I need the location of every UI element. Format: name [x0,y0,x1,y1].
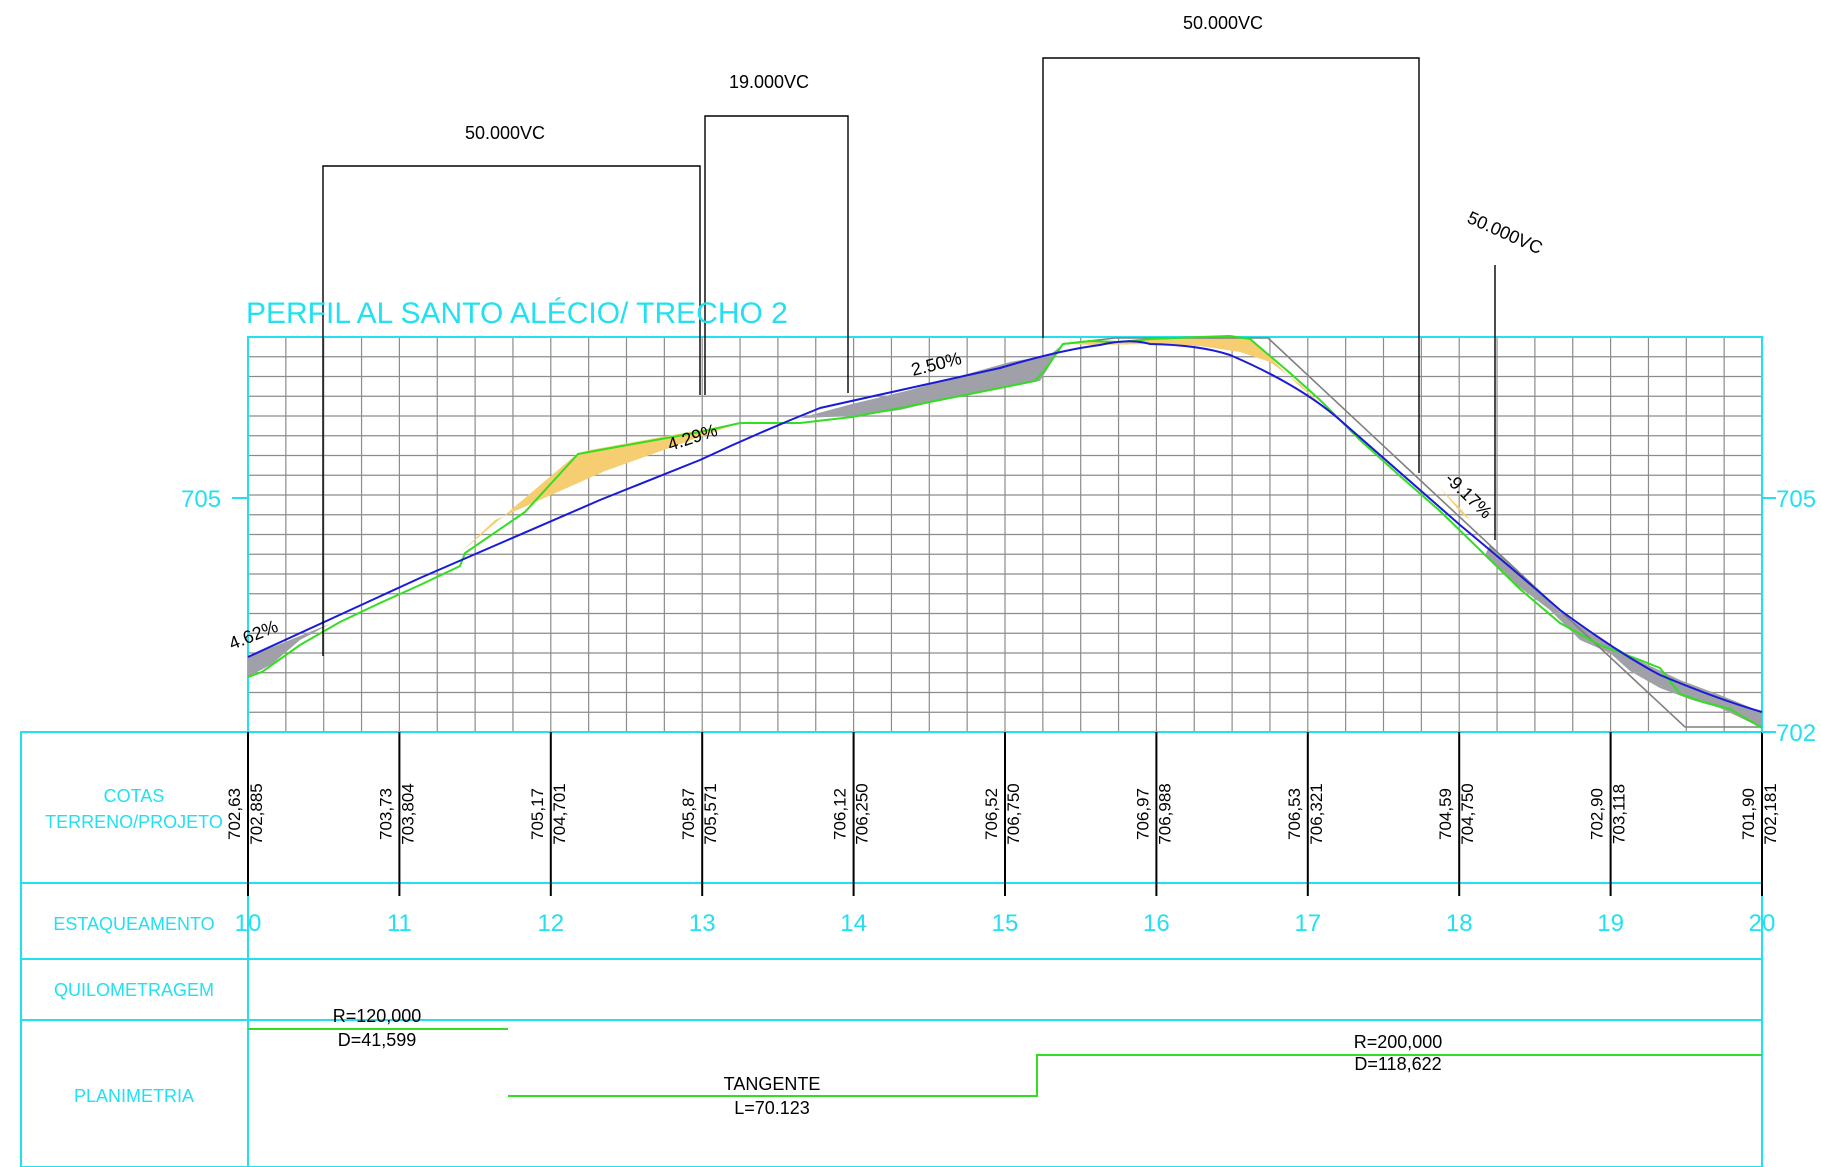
vertical-curve-bracket-1 [322,165,701,656]
terrain-elevation: 702,63 [225,788,244,840]
station-number: 17 [1294,910,1321,937]
row-label-cotas-line1: COTAS [104,786,165,806]
terrain-elevation: 705,87 [679,788,698,840]
project-elevation: 703,118 [1610,784,1629,844]
project-grade-line [247,340,1763,713]
elevation-label-right-top: 705 [1776,486,1816,513]
planimetria-tangent [508,1054,1762,1097]
cut-area-shading-2 [1063,337,1325,408]
vertical-curve-label-1: 50.000VC [465,123,545,143]
profile-title: PERFIL AL SANTO ALÉCIO/ TRECHO 2 [246,297,788,330]
row-label-cotas-line2: TERRENO/PROJETO [45,812,223,832]
project-elevation: 702,885 [247,783,266,844]
planimetria-curve-1-radius: R=120,000 [333,1006,422,1026]
station-number: 13 [689,910,716,937]
fill-area-shading-3 [1485,545,1762,728]
row-label-estaqueamento: ESTAQUEAMENTO [53,914,214,934]
grade-label-2: 4.29% [665,420,720,455]
station-number: 15 [992,910,1019,937]
station-labels: 10 11 12 13 14 15 16 17 18 19 20 [235,910,1776,937]
project-elevation: 706,321 [1307,783,1326,844]
project-elevation: 703,804 [398,783,417,844]
terrain-elevation: 706,53 [1285,788,1304,840]
station-number: 16 [1143,910,1170,937]
terrain-elevation: 702,90 [1588,788,1607,840]
project-elevation: 704,701 [550,783,569,844]
terrain-elevation: 705,17 [528,788,547,840]
station-number: 14 [840,910,867,937]
cut-area-shading-3 [1440,488,1470,520]
row-label-planimetria: PLANIMETRIA [74,1086,194,1106]
grade-tangent-lines [1062,337,1762,728]
row-label-quilometragem: QUILOMETRAGEM [54,980,214,1000]
project-elevation: 706,250 [853,783,872,844]
station-number: 12 [537,910,564,937]
terrain-elevation: 703,73 [376,788,395,840]
planimetria-curve-2-development: D=118,622 [1354,1054,1441,1074]
planimetria-curve-2-radius: R=200,000 [1354,1032,1443,1052]
grade-label-3: 2.50% [909,348,963,380]
terrain-elevation: 704,59 [1436,788,1455,840]
station-number: 18 [1446,910,1473,937]
vertical-curve-label-2: 19.000VC [729,72,809,92]
cotas-values: 702,63 702,885 703,73 703,804 705,17 704,701 7… [225,783,1780,844]
vertical-curve-bracket-3 [1042,57,1420,473]
fill-area-shading-1 [248,624,330,677]
elevation-label-right-bottom: 702 [1776,720,1816,747]
terrain-elevation: 706,52 [982,788,1001,840]
project-elevation: 704,750 [1458,783,1477,844]
station-number: 20 [1749,910,1776,937]
profile-grid [247,336,1763,733]
project-elevation: 705,571 [701,783,720,844]
planimetria-tangent-label: TANGENTE [724,1074,821,1094]
project-elevation: 702,181 [1761,783,1780,844]
planimetria-tangent-length: L=70.123 [734,1098,810,1118]
station-tick-lines [247,732,1763,896]
terrain-elevation: 701,90 [1739,788,1758,840]
project-elevation: 706,750 [1004,783,1023,844]
planimetria-curve-1-development: D=41,599 [338,1030,417,1050]
elevation-label-left: 705 [181,486,221,513]
station-number: 10 [235,910,262,937]
vertical-curve-label-4: 50.000VC [1464,207,1545,258]
planimetria-lines [248,1028,1762,1097]
terrain-elevation: 706,97 [1133,788,1152,840]
fill-area-shading-2 [800,344,1063,418]
project-elevation: 706,988 [1155,783,1174,844]
data-table [20,731,1763,1167]
terrain-elevation: 706,12 [831,788,850,840]
vertical-curve-bracket-2 [704,115,849,395]
vertical-curve-brackets [322,57,1496,656]
station-number: 19 [1597,910,1624,937]
terrain-line [247,334,1763,729]
station-number: 11 [387,910,412,937]
vertical-curve-label-3: 50.000VC [1183,13,1263,33]
